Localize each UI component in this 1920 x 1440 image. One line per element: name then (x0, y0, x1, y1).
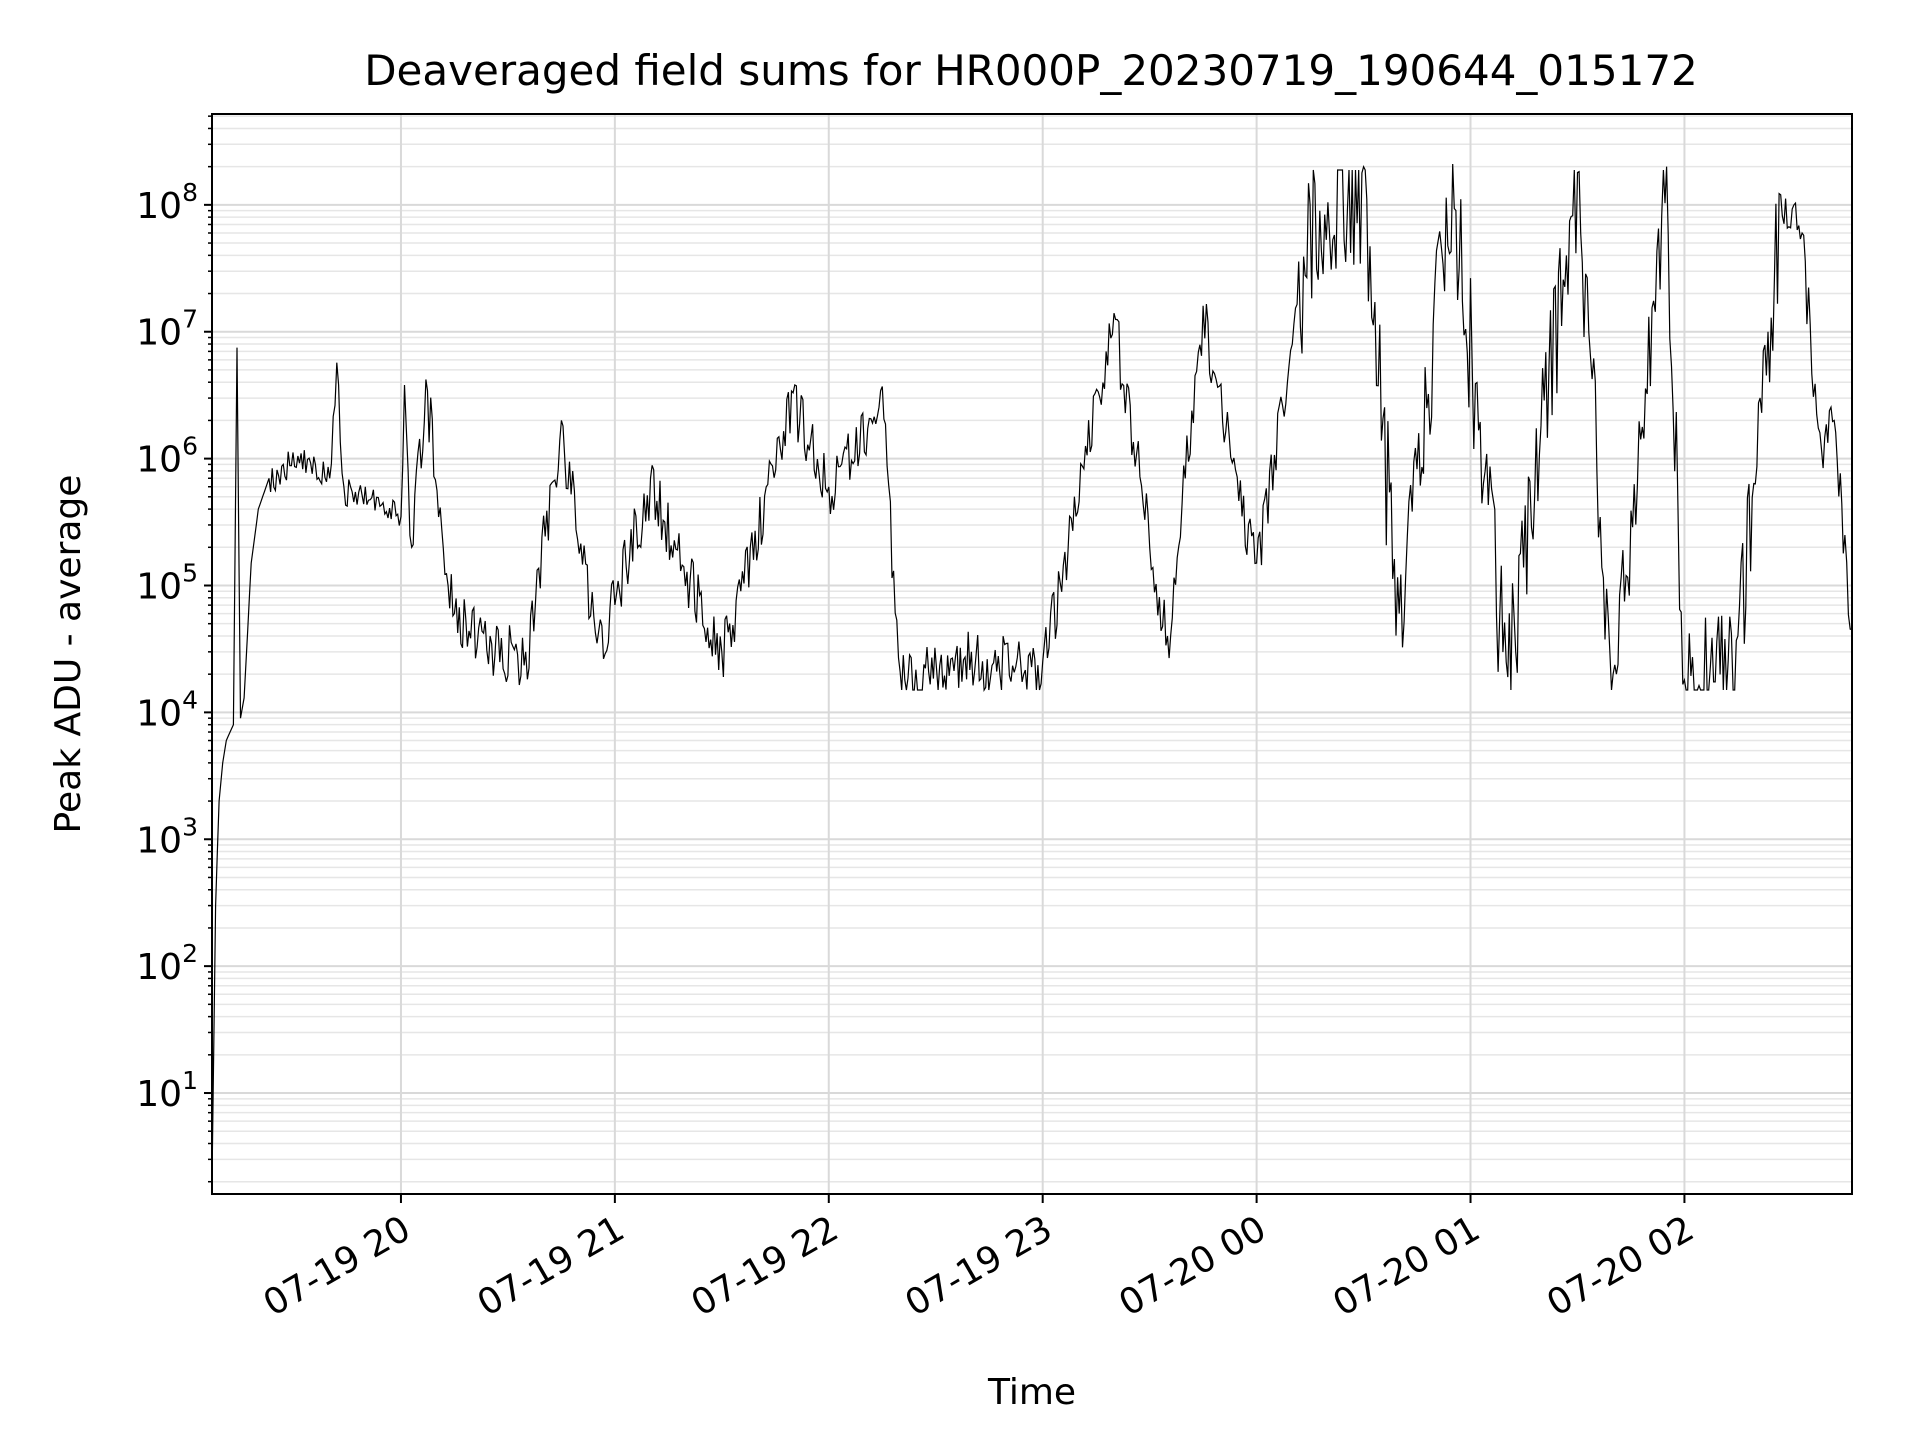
x-axis-label: Time (987, 1372, 1076, 1413)
chart-title: Deaveraged field sums for HR000P_2023071… (364, 46, 1698, 95)
y-axis-label: Peak ADU - average (48, 475, 89, 834)
y-tick-label: 108 (136, 178, 198, 227)
plot-frame (211, 113, 1853, 1195)
y-tick-label: 102 (136, 939, 198, 988)
x-tick-label: 07-19 20 (257, 1208, 418, 1324)
x-tick-label: 07-20 00 (1112, 1208, 1273, 1324)
y-tick-label: 105 (136, 558, 198, 607)
y-tick-label: 103 (136, 812, 198, 861)
y-tick-label: 104 (136, 685, 198, 734)
x-tick-label: 07-19 23 (899, 1208, 1060, 1324)
x-tick-label: 07-20 01 (1326, 1208, 1487, 1324)
x-tick-label: 07-19 21 (471, 1208, 632, 1324)
y-tick-label: 101 (136, 1066, 198, 1115)
x-tick-label: 07-19 22 (685, 1208, 846, 1324)
y-tick-label: 107 (136, 305, 198, 354)
y-tick-label: 106 (136, 432, 198, 481)
plot-area (211, 163, 1853, 1182)
grid (212, 114, 1852, 1194)
series-line (211, 163, 1853, 1182)
x-tick-label: 07-20 02 (1540, 1208, 1701, 1324)
